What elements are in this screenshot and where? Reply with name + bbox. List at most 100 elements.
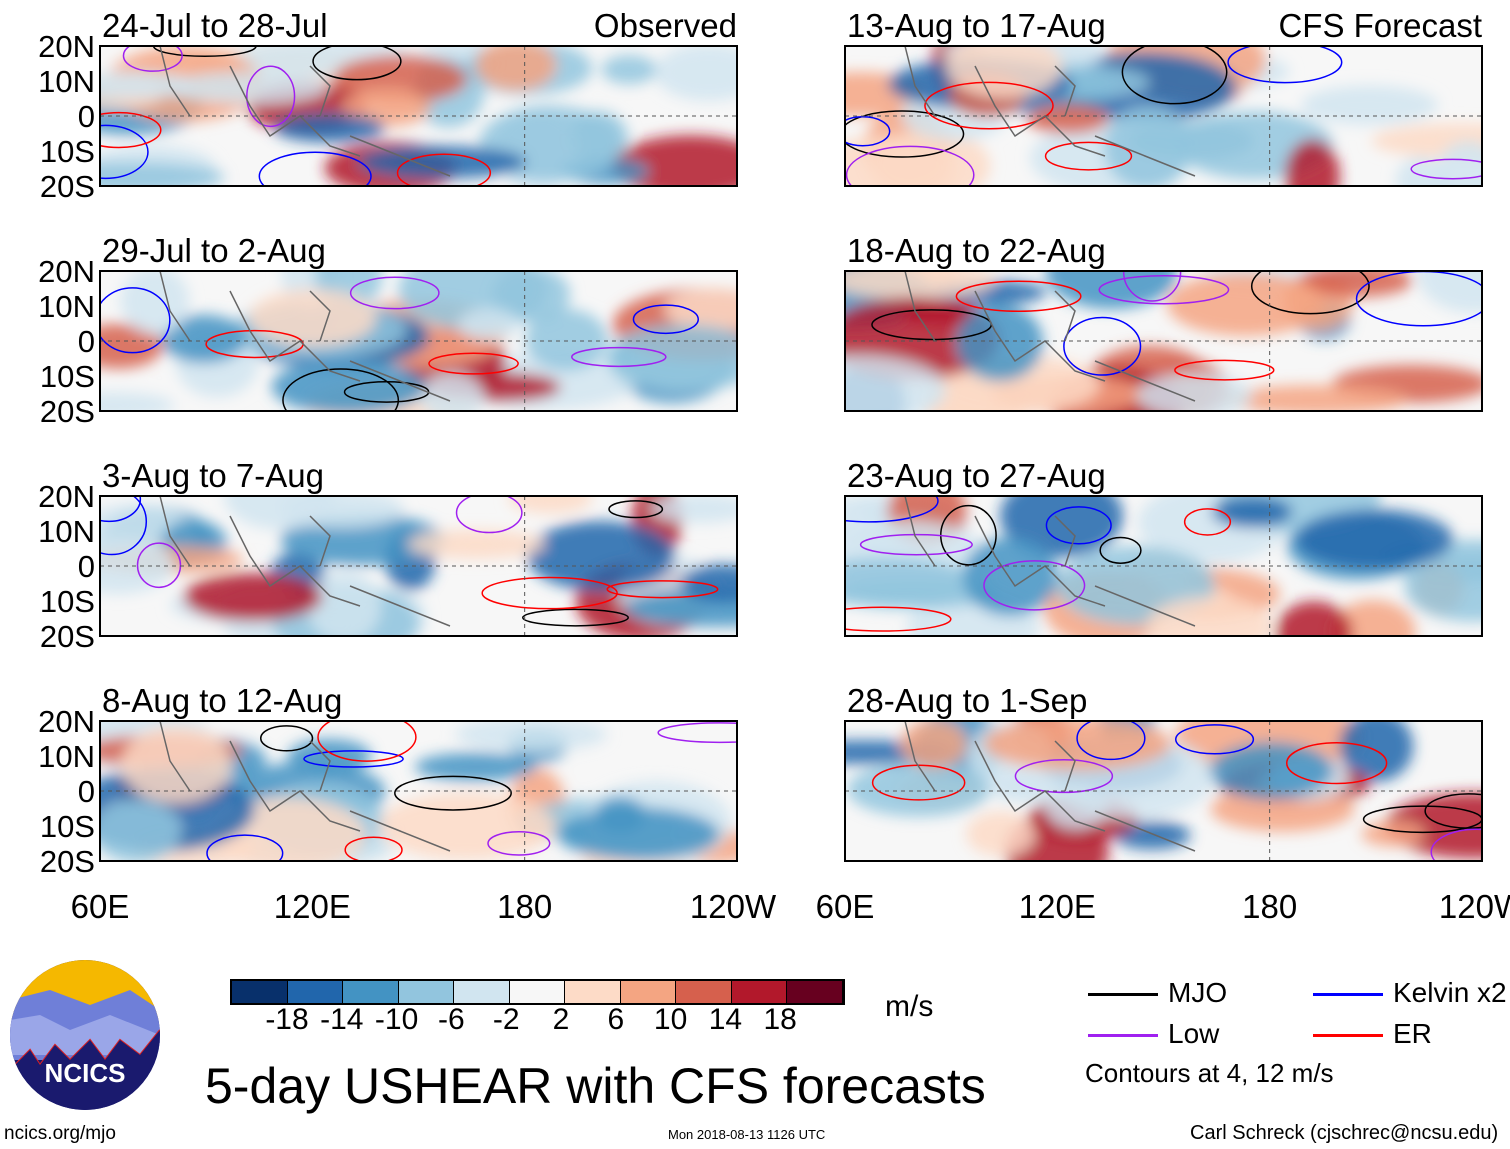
shear-map-panel — [844, 45, 1483, 187]
wave-contour — [282, 368, 400, 411]
shear-field-blob — [1209, 742, 1333, 800]
legend-label: Low — [1168, 1018, 1220, 1049]
wave-contour — [428, 352, 519, 375]
column-label: CFS Forecast — [1278, 7, 1482, 44]
shear-field-blob — [100, 323, 163, 369]
shear-field-blob — [1417, 271, 1482, 314]
shear-field-blob — [378, 792, 556, 860]
lat-tick-label: 20S — [39, 169, 95, 204]
shear-field-blob — [358, 145, 527, 179]
panel-frame — [844, 720, 1483, 862]
wave-contour — [349, 276, 440, 310]
lat-tick-label: 10N — [38, 739, 95, 774]
colorbar-swatch — [787, 981, 843, 1003]
shear-field-blob — [845, 556, 974, 607]
shear-field-blob — [900, 721, 967, 769]
shear-field-blob — [457, 308, 520, 342]
legend-line — [1313, 1034, 1383, 1037]
colorbar-tick-label: -2 — [492, 1003, 520, 1036]
panel-title: 24-Jul to 28-Jul — [102, 7, 328, 44]
shear-field-blob — [945, 46, 1063, 99]
colorbar-swatch — [454, 981, 510, 1003]
credit: Carl Schreck (cjschrec@ncsu.edu) — [1190, 1122, 1499, 1144]
legend-line — [1088, 1034, 1158, 1037]
colorbar-tick-label: -18 — [265, 1003, 309, 1036]
shear-field-blob — [664, 288, 737, 332]
wave-contour — [396, 153, 492, 186]
panel-title: 18-Aug to 22-Aug — [847, 232, 1106, 269]
colorbar-swatch — [731, 981, 787, 1003]
shear-field-blob — [1103, 105, 1193, 186]
coastline — [904, 46, 1196, 177]
shear-field-blob — [680, 563, 737, 603]
wave-contour — [317, 721, 417, 762]
shear-field-blob — [100, 71, 193, 100]
logo-text: NCICS — [45, 1058, 126, 1088]
wave-contour — [1063, 316, 1142, 376]
panel-title: 13-Aug to 17-Aug — [847, 7, 1106, 44]
shear-field-blob — [100, 392, 175, 411]
colorbar-swatch — [232, 981, 288, 1003]
legend-label: Kelvin x2 — [1393, 977, 1507, 1008]
colorbar-swatch — [676, 981, 732, 1003]
contour-note: Contours at 4, 12 m/s — [1085, 1058, 1334, 1088]
shear-field-blob — [121, 725, 232, 804]
wave-contour — [1430, 828, 1482, 861]
shear-field-blob — [1136, 372, 1252, 411]
shear-field-blob — [183, 573, 323, 622]
wave-contour — [100, 287, 171, 354]
wave-contour — [1174, 359, 1275, 381]
shear-field-blob — [475, 46, 557, 91]
lat-tick-label: 10S — [39, 809, 95, 844]
lon-tick-label: 120W — [689, 888, 777, 925]
wave-contour — [845, 145, 975, 186]
shear-field-blob — [654, 46, 737, 101]
lat-tick-label: 0 — [77, 549, 95, 584]
site-link[interactable]: ncics.org/mjo — [4, 1123, 116, 1144]
shear-field-blob — [1211, 496, 1293, 528]
shear-field-blob — [594, 796, 646, 833]
lat-tick-label: 10S — [39, 584, 95, 619]
wave-contour — [1227, 46, 1343, 84]
wave-contour — [1044, 141, 1133, 171]
legend-line — [1088, 993, 1158, 996]
colorbar-swatch — [509, 981, 565, 1003]
wave-contour — [136, 542, 182, 589]
shear-map-panel — [99, 270, 738, 412]
colorbar-units: m/s — [885, 990, 934, 1023]
panel-frame — [844, 45, 1483, 187]
shear-field-blob — [605, 324, 737, 391]
wave-contour — [1175, 724, 1255, 755]
shear-field-blob — [280, 496, 404, 528]
lat-tick-label: 20S — [39, 844, 95, 879]
colorbar-tick-label: 18 — [763, 1003, 797, 1036]
wave-contour — [1424, 793, 1482, 829]
shear-map-panel — [844, 270, 1483, 412]
coastline — [904, 496, 1196, 627]
wave-contour — [258, 151, 372, 186]
wave-contour — [632, 304, 699, 335]
colorbar-tick-label: 10 — [653, 1003, 688, 1036]
wave-contour — [246, 65, 296, 128]
shear-field-blob — [962, 537, 1058, 617]
lat-tick-label: 10S — [39, 359, 95, 394]
panel-title: 3-Aug to 7-Aug — [102, 457, 324, 494]
coastline — [904, 271, 1196, 402]
shear-field-blob — [406, 529, 546, 560]
shear-field-blob — [845, 271, 995, 300]
colorbar-tick-label: 14 — [708, 1003, 743, 1036]
wave-contour — [259, 725, 314, 752]
shear-field-blob — [1395, 156, 1447, 186]
panel-frame — [99, 270, 738, 412]
shear-field-blob — [525, 309, 608, 371]
shear-field-blob — [273, 113, 386, 143]
wave-contour — [606, 580, 719, 599]
panel-title: 29-Jul to 2-Aug — [102, 232, 326, 269]
colorbar-tick-label: 2 — [552, 1003, 570, 1036]
wave-contour — [481, 576, 618, 610]
lat-tick-label: 20N — [38, 254, 95, 289]
colorbar-tick-label: -6 — [438, 1003, 465, 1036]
coastline — [159, 721, 451, 852]
shear-field-blob — [120, 271, 190, 335]
shear-field-blob — [1027, 103, 1109, 135]
